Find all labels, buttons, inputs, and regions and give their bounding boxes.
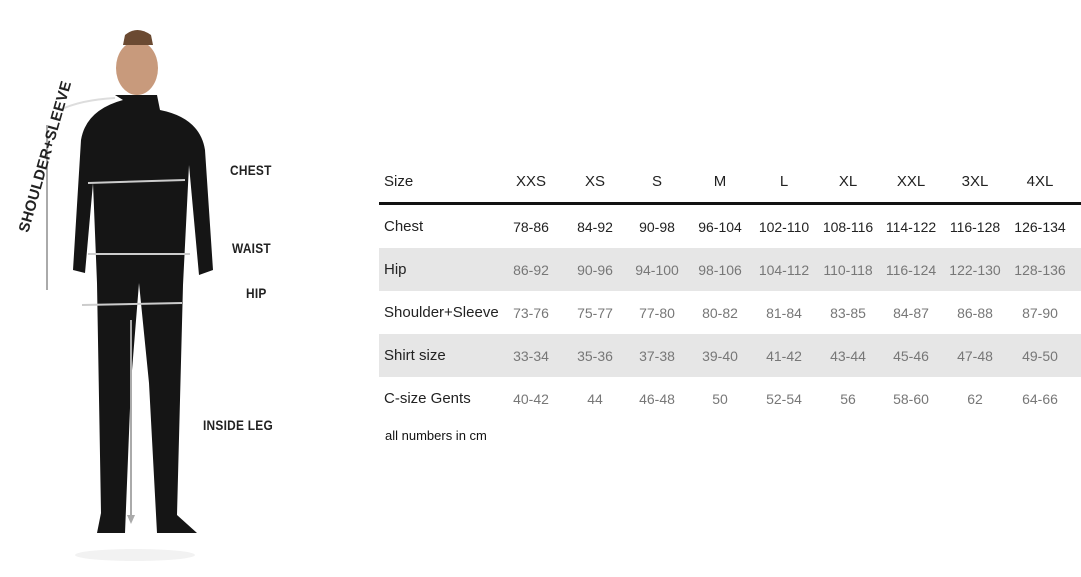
table-cell: 104-112 (758, 261, 810, 278)
table-cell: 128-136 (1014, 261, 1066, 278)
table-cell: 62 (967, 390, 983, 407)
table-cell: 96-104 (698, 218, 742, 235)
table-cell: 58-60 (893, 390, 929, 407)
size-header-cell: 4XL (1026, 172, 1054, 190)
table-cell: 73-76 (513, 304, 549, 321)
model-figure: SHOULDER+SLEEVE CHEST WAIST HIP INSIDE L… (0, 0, 300, 572)
table-cell: 108-116 (822, 218, 874, 235)
size-header-cell: XXS (515, 172, 546, 190)
table-cell: 84-87 (893, 304, 929, 321)
table-cell: 86-92 (513, 261, 549, 278)
table-cell: 75-77 (577, 304, 613, 321)
table-cell: 78-86 (513, 218, 549, 235)
size-header-cell: L (779, 172, 789, 190)
table-cell: 50 (712, 390, 728, 407)
row-label: Shoulder+Sleeve (384, 304, 499, 321)
label-chest: CHEST (230, 162, 272, 178)
table-cell: 81-84 (766, 304, 802, 321)
table-cell: 90-96 (577, 261, 613, 278)
table-cell: 33-34 (513, 347, 549, 364)
table-cell: 49-50 (1022, 347, 1058, 364)
row-label: Chest (384, 218, 424, 235)
table-cell: 102-110 (758, 218, 810, 235)
table-row-shirt-size: Shirt size 33-34 35-36 37-38 39-40 41-42 43-44… (379, 334, 1081, 377)
table-row-c-size-gents: C-size Gents 40-42 44 46-48 50 52-54 56 58-60 62… (379, 377, 1081, 420)
size-header-cell: XS (584, 172, 605, 190)
table-cell: 86-88 (957, 304, 993, 321)
table-cell: 56 (840, 390, 856, 407)
row-label: Hip (384, 261, 407, 278)
model-silhouette (46, 30, 213, 561)
size-header-cell: XL (838, 172, 858, 190)
table-cell: 39-40 (702, 347, 738, 364)
size-table: Size XXS XS S M L XL XXL 3XL 4XL Chest 78-86 84-92… (379, 160, 1081, 420)
table-row-shoulder-sleeve: Shoulder+Sleeve 73-76 75-77 77-80 80-82 81-84… (379, 291, 1081, 334)
table-cell: 116-124 (885, 261, 937, 278)
header-size-label: Size (384, 172, 414, 190)
table-cell: 87-90 (1022, 304, 1058, 321)
table-cell: 77-80 (639, 304, 675, 321)
table-cell: 114-122 (885, 218, 937, 235)
table-cell: 122-130 (949, 261, 1001, 278)
table-cell: 83-85 (830, 304, 866, 321)
table-row-hip: Hip 86-92 90-96 94-100 98-106 104-112 110-118 1… (379, 248, 1081, 291)
table-cell: 46-48 (639, 390, 675, 407)
table-cell: 35-36 (577, 347, 613, 364)
size-header-cell: 3XL (961, 172, 989, 190)
table-cell: 40-42 (513, 390, 549, 407)
table-cell: 98-106 (698, 261, 742, 278)
table-cell: 41-42 (766, 347, 802, 364)
table-cell: 80-82 (702, 304, 738, 321)
table-cell: 44 (587, 390, 603, 407)
table-header-row: Size XXS XS S M L XL XXL 3XL 4XL (379, 160, 1081, 205)
table-cell: 47-48 (957, 347, 993, 364)
label-inside-leg: INSIDE LEG (203, 417, 274, 433)
label-hip: HIP (246, 285, 267, 301)
table-cell: 126-134 (1014, 218, 1066, 235)
table-row-chest: Chest 78-86 84-92 90-98 96-104 102-110 108-116… (379, 205, 1081, 248)
table-cell: 45-46 (893, 347, 929, 364)
table-cell: 116-128 (949, 218, 1001, 235)
row-label: C-size Gents (384, 390, 471, 407)
table-cell: 43-44 (830, 347, 866, 364)
row-label: Shirt size (384, 347, 446, 364)
table-cell: 110-118 (823, 261, 873, 278)
table-cell: 94-100 (635, 261, 679, 278)
table-cell: 52-54 (766, 390, 802, 407)
size-header-cell: XXL (896, 172, 926, 190)
size-header-cell: S (651, 172, 662, 190)
table-cell: 37-38 (639, 347, 675, 364)
table-cell: 90-98 (639, 218, 675, 235)
size-header-cell: M (713, 172, 727, 190)
label-waist: WAIST (232, 240, 271, 256)
table-cell: 84-92 (577, 218, 613, 235)
units-note: all numbers in cm (385, 428, 487, 443)
table-cell: 64-66 (1022, 390, 1058, 407)
